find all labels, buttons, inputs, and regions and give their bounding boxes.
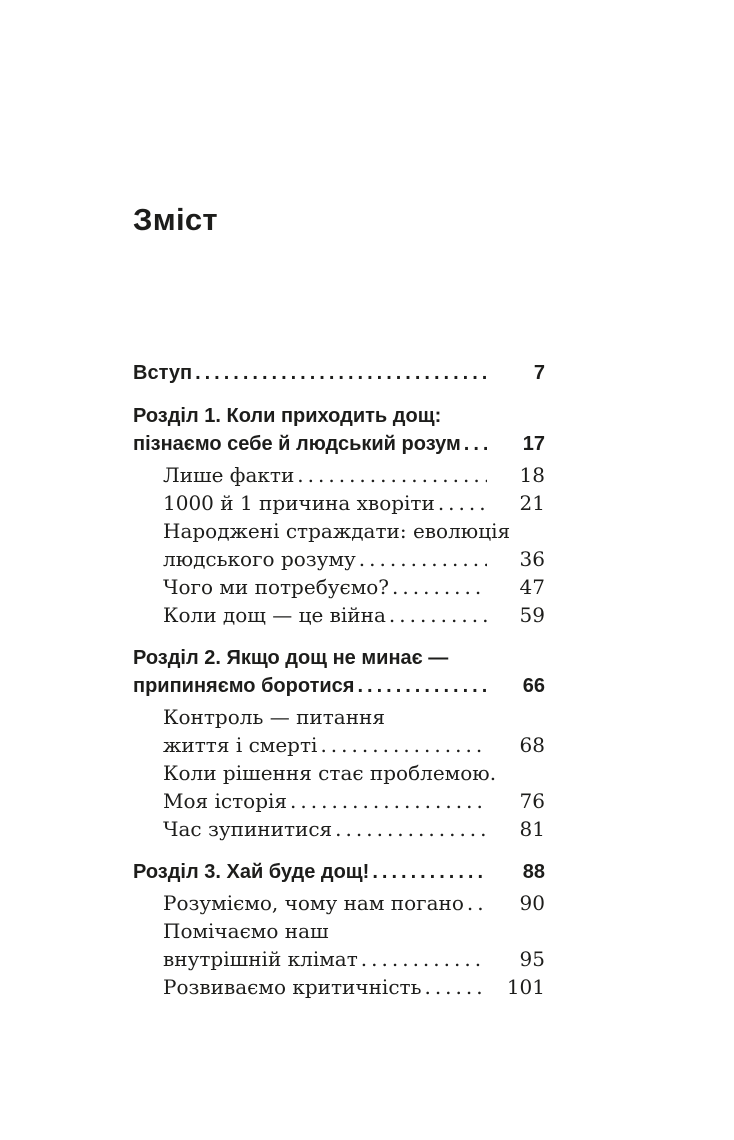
toc-entry-section: Коли рішення стає проблемою. Моя історія… [133, 759, 545, 815]
page-number: 88 [522, 861, 545, 883]
page-number: 90 [519, 891, 545, 915]
toc-entry-intro: Вступ 7 [133, 359, 545, 387]
toc-entry-line: Розділ 3. Хай буде дощ! 88 [133, 858, 545, 886]
dot-leader [359, 545, 487, 573]
toc-entry-text: життя і смерті [163, 733, 318, 757]
toc-entry-line: Коли дощ — це війна 59 [163, 601, 545, 629]
dot-leader [372, 858, 487, 886]
page-number: 36 [519, 547, 545, 571]
toc-entry-section: Час зупинитися 81 [133, 815, 545, 843]
toc-entry-section: Розвиваємо критичність 101 [133, 973, 545, 1001]
toc-entry-line: Моя історія 76 [163, 787, 545, 815]
page-number: 81 [519, 817, 545, 841]
page-number: 18 [519, 463, 545, 487]
toc-entry-text: внутрішній клімат [163, 947, 358, 971]
toc-entry-section: Лише факти 18 [133, 461, 545, 489]
page-number: 21 [519, 491, 545, 515]
toc-entry-text: Моя історія [163, 789, 288, 813]
toc-entry-section: 1000 й 1 причина хворіти 21 [133, 489, 545, 517]
toc-entry-text: припиняємо боротися [133, 675, 355, 697]
page-number: 59 [519, 603, 545, 627]
toc-entry-line: 1000 й 1 причина хворіти 21 [163, 489, 545, 517]
dot-leader [438, 489, 487, 517]
page-number: 66 [522, 675, 545, 697]
toc-entry-line: Розвиваємо критичність 101 [163, 973, 545, 1001]
toc-entry-text: Лише факти [163, 463, 295, 487]
dot-leader [361, 945, 487, 973]
toc-entry-line: життя і смерті 68 [163, 731, 545, 759]
toc-entry-text: Чого ми потребуємо? [163, 575, 390, 599]
toc-entry-line: Помічаємо наш [163, 919, 329, 943]
toc-entry-text: Час зупинитися [163, 817, 333, 841]
toc-entry-line: Контроль — питання [163, 705, 385, 729]
toc-entry-line: Розуміємо, чому нам погано 90 [163, 889, 545, 917]
page-number: 76 [519, 789, 545, 813]
toc-entry-section: Розуміємо, чому нам погано 90 [133, 889, 545, 917]
page-number: 17 [522, 433, 545, 455]
dot-leader [320, 731, 487, 759]
dot-leader [389, 601, 487, 629]
toc-entry-section: Чого ми потребуємо? 47 [133, 573, 545, 601]
toc-entry-line: Вступ 7 [133, 359, 545, 387]
toc-entry-chapter-3: Розділ 3. Хай буде дощ! 88 [133, 858, 545, 886]
dot-leader [467, 889, 487, 917]
dot-leader [290, 787, 487, 815]
dot-leader [392, 573, 487, 601]
toc-entry-text: пізнаємо себе й людський розум [133, 433, 461, 455]
toc-entry-line: Час зупинитися 81 [163, 815, 545, 843]
toc-entry-section: Помічаємо наш внутрішній клімат 95 [133, 917, 545, 973]
table-of-contents: Вступ 7 Розділ 1. Коли приходить дощ: пі… [133, 359, 545, 1001]
dot-leader [195, 359, 487, 387]
toc-entry-section: Народжені страждати: еволюція людського … [133, 517, 545, 573]
dot-leader [464, 430, 487, 458]
toc-entry-line: Коли рішення стає проблемою. [163, 761, 497, 785]
toc-entry-line: Народжені страждати: еволюція [163, 519, 511, 543]
dot-leader [297, 461, 487, 489]
toc-entry-text: 1000 й 1 причина хворіти [163, 491, 435, 515]
toc-entry-text: Розуміємо, чому нам погано [163, 891, 464, 915]
toc-entry-line: Чого ми потребуємо? 47 [163, 573, 545, 601]
toc-entry-line: Розділ 1. Коли приходить дощ: [133, 405, 442, 427]
toc-entry-text: Коли дощ — це війна [163, 603, 386, 627]
toc-entry-text: Розвиваємо критичність [163, 975, 422, 999]
toc-entry-text: Вступ [133, 362, 193, 384]
toc-entry-section: Контроль — питання життя і смерті 68 [133, 703, 545, 759]
toc-entry-chapter-2: Розділ 2. Якщо дощ не минає — припиняємо… [133, 644, 545, 700]
page-number: 95 [519, 947, 545, 971]
page-number: 7 [533, 362, 545, 384]
toc-entry-section: Коли дощ — це війна 59 [133, 601, 545, 629]
toc-entry-line: припиняємо боротися 66 [133, 672, 545, 700]
contents-title: Зміст [133, 202, 218, 237]
toc-entry-text: Розділ 3. Хай буде дощ! [133, 861, 370, 883]
dot-leader [357, 672, 487, 700]
page-number: 101 [506, 975, 545, 999]
dot-leader [424, 973, 487, 1001]
page-number: 68 [519, 733, 545, 757]
dot-leader [335, 815, 487, 843]
toc-entry-line: Розділ 2. Якщо дощ не минає — [133, 647, 449, 669]
page-number: 47 [519, 575, 545, 599]
toc-entry-line: Лише факти 18 [163, 461, 545, 489]
toc-entry-line: людського розуму 36 [163, 545, 545, 573]
toc-entry-text: людського розуму [163, 547, 356, 571]
toc-entry-chapter-1: Розділ 1. Коли приходить дощ: пізнаємо с… [133, 402, 545, 458]
toc-entry-line: внутрішній клімат 95 [163, 945, 545, 973]
toc-entry-line: пізнаємо себе й людський розум 17 [133, 430, 545, 458]
